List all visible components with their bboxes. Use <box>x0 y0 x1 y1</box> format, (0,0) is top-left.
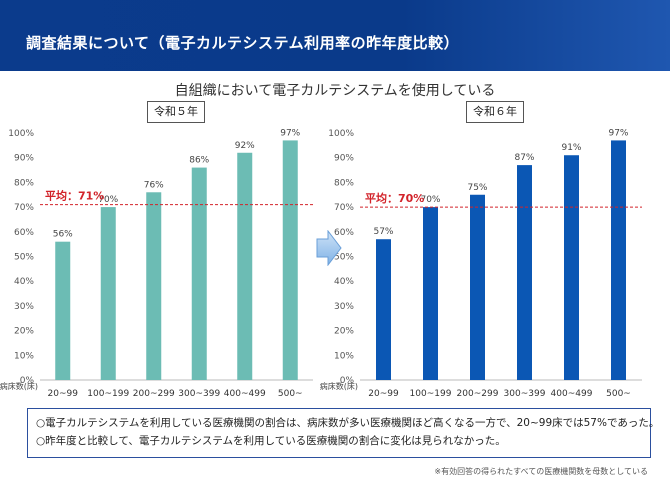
r6-bar <box>423 207 438 380</box>
r5-ytick: 80% <box>14 178 34 188</box>
r6-bar <box>376 239 391 380</box>
panel-label-r6: 令和６年 <box>466 101 524 123</box>
r5-ytick: 10% <box>14 351 34 361</box>
header-banner: 調査結果について（電子カルテシステム利用率の昨年度比較） <box>0 0 670 71</box>
r5-xtick: 200~299 <box>133 389 175 399</box>
r6-value-label: 87% <box>514 153 534 163</box>
chart-r6: 0% 10% 20% 30% 40% 50% 60% 70% 80% 90% 100% 57% 20~9… <box>320 128 642 399</box>
r5-xtick: 500~ <box>278 389 303 399</box>
r5-xaxis-title: 病床数(床) <box>0 381 38 391</box>
r6-xaxis-title: 病床数(床) <box>320 381 358 391</box>
summary-box: ○電子カルテシステムを利用している医療機関の割合は、病床数が多い医療機関ほど高く… <box>27 408 660 458</box>
r6-ytick: 80% <box>334 178 354 188</box>
r5-value-label: 70% <box>98 195 118 205</box>
r5-bar <box>237 152 253 380</box>
r5-value-label: 56% <box>53 230 73 240</box>
r5-value-label: 97% <box>280 128 300 138</box>
r6-ytick: 30% <box>334 302 354 312</box>
r5-ytick: 70% <box>14 203 34 213</box>
r5-ytick: 50% <box>14 253 34 263</box>
r5-average-label: 平均：71% <box>45 189 104 203</box>
r6-ytick: 100% <box>328 129 354 139</box>
r5-value-label: 92% <box>235 141 255 151</box>
r6-xtick: 300~399 <box>504 389 546 399</box>
r5-bar <box>55 241 71 380</box>
r5-ytick: 0% <box>20 376 35 386</box>
r5-xtick: 300~399 <box>178 389 220 399</box>
r6-xtick: 20~99 <box>368 389 399 399</box>
r5-ytick: 20% <box>14 327 34 337</box>
r5-ytick: 30% <box>14 302 34 312</box>
page-title: 調査結果について（電子カルテシステム利用率の昨年度比較） <box>26 34 460 52</box>
summary-note-1: ○電子カルテシステムを利用している医療機関の割合は、病床数が多い医療機関ほど高く… <box>36 417 660 429</box>
r5-xtick: 20~99 <box>48 389 79 399</box>
r6-value-label: 97% <box>608 128 628 138</box>
r6-ytick: 50% <box>334 253 354 263</box>
r5-ytick: 90% <box>14 154 34 164</box>
r5-bar <box>191 167 207 380</box>
r6-xtick: 500~ <box>606 389 631 399</box>
r6-ytick: 60% <box>334 228 354 238</box>
r6-value-label: 91% <box>561 143 581 153</box>
r6-ytick: 90% <box>334 154 354 164</box>
r6-ytick: 10% <box>334 351 354 361</box>
r6-ytick: 70% <box>334 203 354 213</box>
r6-bar <box>517 165 532 380</box>
r6-xtick: 100~199 <box>410 389 452 399</box>
r6-ytick: 0% <box>340 376 355 386</box>
r6-xtick: 200~299 <box>457 389 499 399</box>
r5-xtick: 400~499 <box>224 389 266 399</box>
r5-bar <box>146 192 162 380</box>
r6-bar <box>564 155 579 380</box>
r5-ytick: 40% <box>14 277 34 287</box>
r5-ytick: 100% <box>8 129 34 139</box>
r5-value-label: 86% <box>189 156 209 166</box>
summary-note-2: ○昨年度と比較して、電子カルテシステムを利用している医療機関の割合に変化は見られ… <box>36 435 506 447</box>
r5-value-label: 76% <box>144 180 164 190</box>
r5-bar <box>282 140 298 380</box>
r6-bar <box>470 194 485 380</box>
r5-ytick: 60% <box>14 228 34 238</box>
r6-value-label: 75% <box>467 183 487 193</box>
r6-value-label: 57% <box>373 227 393 237</box>
footnote: ※有効回答の得られたすべての医療機関数を母数としている <box>434 467 648 476</box>
chart-subtitle: 自組織において電子カルテシステムを使用している <box>174 83 496 99</box>
r6-xtick: 400~499 <box>551 389 593 399</box>
right-arrow-icon <box>316 230 342 266</box>
panel-label-r5: 令和５年 <box>147 101 205 123</box>
r6-ytick: 20% <box>334 327 354 337</box>
r6-value-label: 70% <box>420 195 440 205</box>
r5-xtick: 100~199 <box>87 389 129 399</box>
r5-bar <box>100 207 116 380</box>
r6-average-label: 平均：70% <box>365 191 424 205</box>
chart-r5: 0% 10% 20% 30% 40% 50% 60% 70% 80% 90% 100% 56% 20~9… <box>0 128 313 399</box>
r6-ytick: 40% <box>334 277 354 287</box>
r6-bar <box>611 140 626 380</box>
